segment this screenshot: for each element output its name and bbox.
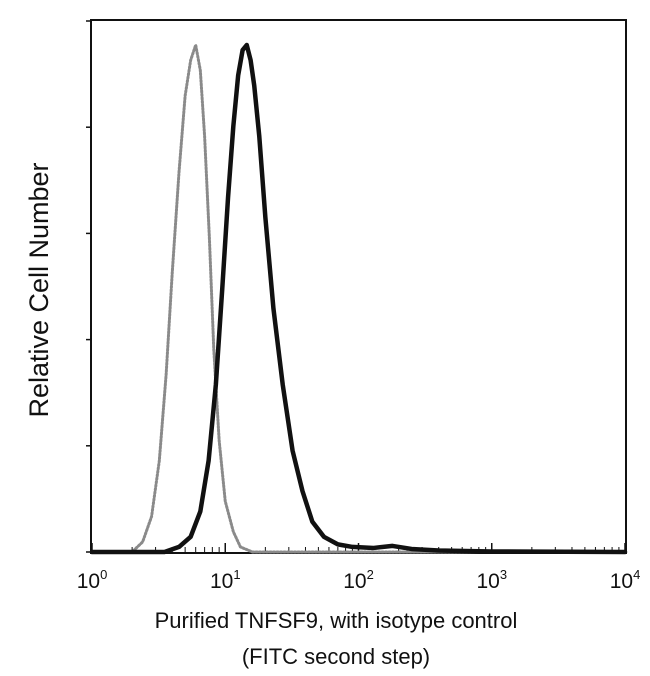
x-axis-tick-labels: 100 101 102 103 104: [77, 567, 641, 593]
x-axis-label: Purified TNFSF9, with isotype control: [155, 608, 518, 633]
x-axis-label-line2: (FITC second step): [242, 644, 430, 669]
x-tick-label-4: 104: [610, 567, 641, 593]
x-tick-label-1: 101: [210, 567, 241, 593]
series-layer: [89, 42, 628, 555]
series-line-tnfsf9: [89, 42, 628, 555]
x-tick-label-3: 103: [476, 567, 507, 593]
y-axis-ticks: [86, 20, 92, 553]
x-tick-label-0: 100: [77, 567, 108, 593]
x-tick-label-2: 102: [343, 567, 374, 593]
series-line-isotype-control: [90, 43, 627, 554]
y-axis-label: Relative Cell Number: [24, 162, 54, 417]
